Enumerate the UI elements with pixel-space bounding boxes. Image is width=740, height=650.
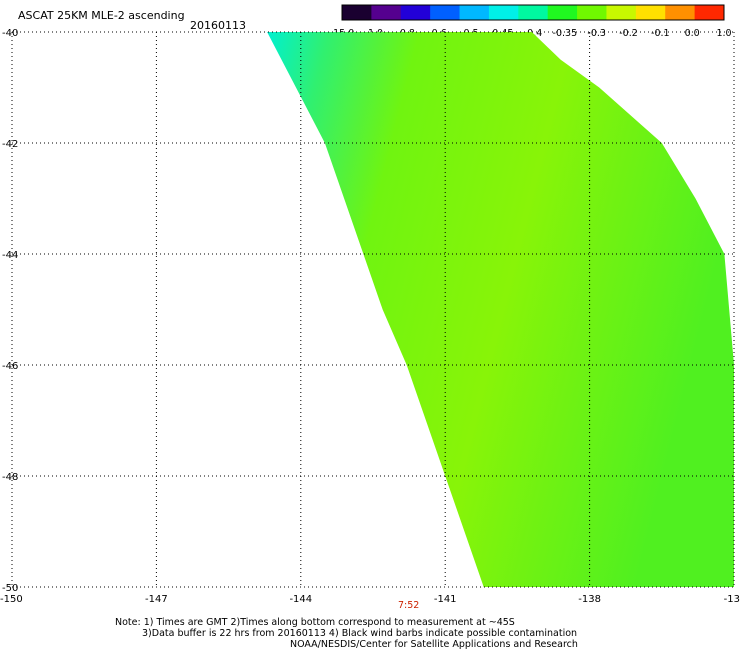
colorbar-label: -0.3: [587, 28, 606, 39]
y-tick-label: -42: [2, 139, 18, 150]
grid-lines: [11, 31, 735, 588]
colorbar-swatch: [665, 5, 696, 20]
colorbar-swatch: [635, 5, 666, 20]
x-tick-label: -147: [145, 594, 168, 605]
colorbar-swatch: [694, 5, 725, 20]
y-tick-label: -44: [2, 250, 18, 261]
colorbar-swatch: [577, 5, 607, 20]
colorbar-swatch: [430, 5, 461, 20]
colorbar-swatch: [342, 5, 372, 20]
x-tick-label: -150: [0, 594, 23, 605]
colorbar: -15.0-1.0-0.8-0.6-0.5-0.45-0.4-0.35-0.3-…: [330, 4, 732, 39]
colorbar-label: -0.35: [553, 28, 578, 39]
colorbar-swatch: [400, 5, 431, 20]
note-line-3: NOAA/NESDIS/Center for Satellite Applica…: [290, 639, 578, 650]
y-tick-label: -46: [2, 361, 18, 372]
colorbar-swatch: [459, 5, 490, 20]
y-tick-label: -40: [2, 28, 18, 39]
note-line-2: 3)Data buffer is 22 hrs from 20160113 4)…: [142, 628, 578, 639]
x-tick-label: -141: [434, 594, 457, 605]
colorbar-label: -0.2: [619, 28, 638, 39]
colorbar-swatch: [488, 5, 519, 20]
data-swath: [267, 32, 734, 587]
time-marker-label: 7:52: [398, 600, 420, 611]
colorbar-label: -0.1: [651, 28, 670, 39]
colorbar-swatch: [547, 5, 578, 20]
colorbar-swatch: [606, 5, 637, 20]
colorbar-label: 0.0: [685, 28, 700, 39]
y-tick-label: -50: [2, 583, 18, 594]
chart-title: ASCAT 25KM MLE-2 ascending: [18, 9, 185, 22]
x-tick-label: -138: [578, 594, 601, 605]
axes: -40 -42 -44 -46 -48 -50-150 -147 -144 -141 -138 -1…: [0, 28, 740, 605]
x-tick-label: -13: [724, 594, 740, 605]
colorbar-swatch: [371, 5, 402, 20]
chart-date: 20160113: [190, 19, 246, 32]
colorbar-label: 1.0: [716, 28, 731, 39]
x-tick-label: -144: [289, 594, 312, 605]
y-tick-label: -48: [2, 472, 18, 483]
colorbar-swatch: [518, 5, 549, 20]
note-line-1: Note: 1) Times are GMT 2)Times along bot…: [115, 617, 515, 628]
colorbar-frame: [341, 4, 725, 21]
swath-polygon: [267, 32, 734, 587]
